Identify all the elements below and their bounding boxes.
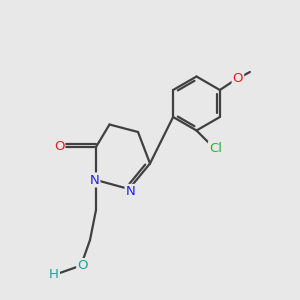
- Text: O: O: [232, 71, 243, 85]
- Text: N: N: [126, 185, 135, 198]
- Text: O: O: [77, 259, 88, 272]
- Text: H: H: [49, 268, 59, 281]
- Text: O: O: [54, 140, 64, 154]
- Text: Cl: Cl: [209, 142, 222, 155]
- Text: N: N: [90, 173, 99, 187]
